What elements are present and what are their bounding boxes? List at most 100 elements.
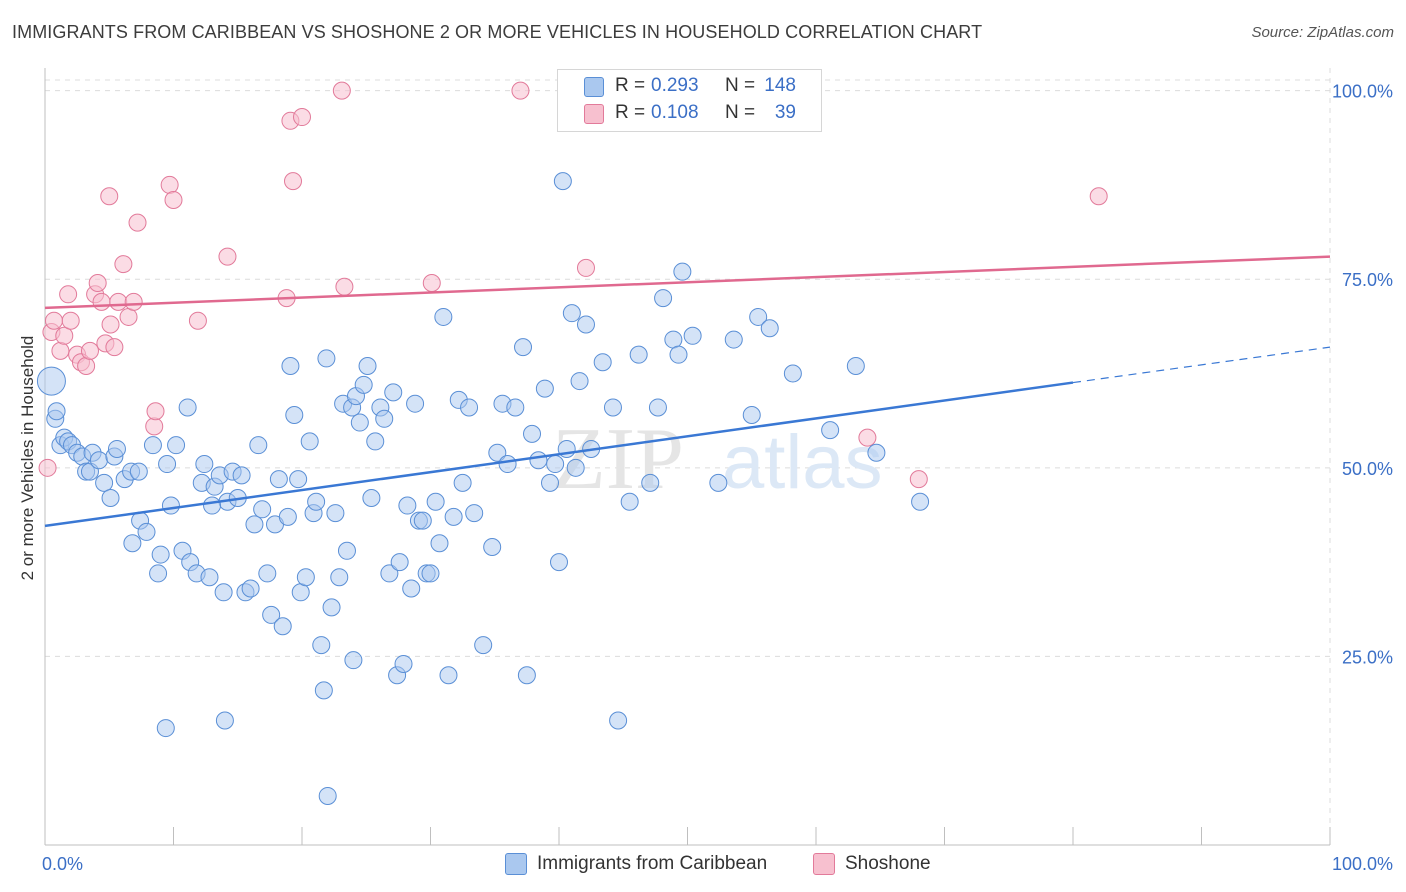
caribbean-point bbox=[129, 462, 148, 481]
caribbean-point bbox=[149, 564, 168, 583]
stats-legend: R = 0.293 N = 148 R = 0.108 N = 39 bbox=[557, 69, 822, 132]
caribbean-point bbox=[488, 443, 507, 462]
caribbean-point bbox=[47, 402, 66, 421]
caribbean-point bbox=[413, 511, 432, 530]
caribbean-point bbox=[609, 711, 628, 730]
caribbean-point bbox=[384, 383, 403, 402]
caribbean-point bbox=[430, 534, 449, 553]
caribbean-point bbox=[514, 338, 533, 357]
caribbean-point bbox=[911, 492, 930, 511]
caribbean-point bbox=[362, 488, 381, 507]
shoshone-point bbox=[59, 285, 78, 304]
caribbean-point bbox=[742, 406, 761, 425]
caribbean-point bbox=[439, 666, 458, 685]
caribbean-point bbox=[846, 356, 865, 375]
caribbean-point bbox=[307, 492, 326, 511]
caribbean-point bbox=[253, 500, 272, 519]
shoshone-point bbox=[88, 273, 107, 292]
shoshone-point bbox=[51, 341, 70, 360]
caribbean-point bbox=[337, 541, 356, 560]
caribbean-point bbox=[402, 579, 421, 598]
watermark-atlas: atlas bbox=[722, 420, 883, 505]
caribbean-point bbox=[358, 356, 377, 375]
caribbean-point bbox=[406, 394, 425, 413]
gridlines bbox=[45, 68, 1331, 845]
caribbean-point bbox=[375, 409, 394, 428]
caribbean-point bbox=[498, 455, 517, 474]
caribbean-point bbox=[101, 488, 120, 507]
watermark-zip: ZIP bbox=[552, 411, 684, 508]
y-tick-label: 50.0% bbox=[1342, 459, 1393, 479]
shoshone-legend-swatch bbox=[813, 853, 835, 875]
caribbean-point bbox=[326, 504, 345, 523]
caribbean-point bbox=[143, 436, 162, 455]
caribbean-point bbox=[366, 432, 385, 451]
caribbean-point bbox=[673, 262, 692, 281]
caribbean-point bbox=[285, 406, 304, 425]
caribbean-point bbox=[318, 786, 337, 805]
caribbean-point bbox=[517, 666, 536, 685]
caribbean-point bbox=[258, 564, 277, 583]
caribbean-point bbox=[506, 398, 525, 417]
caribbean-point bbox=[232, 466, 251, 485]
caribbean-point bbox=[529, 451, 548, 470]
watermark: ZIP atlas bbox=[552, 411, 883, 508]
n-label: N = bbox=[725, 75, 756, 96]
caribbean-point bbox=[483, 538, 502, 557]
shoshone-legend-label: Shoshone bbox=[845, 853, 931, 874]
caribbean-point bbox=[245, 515, 264, 534]
caribbean-point bbox=[312, 636, 331, 655]
shoshone-point bbox=[145, 417, 164, 436]
shoshone-point bbox=[1089, 187, 1108, 206]
caribbean-point bbox=[453, 473, 472, 492]
caribbean-point bbox=[641, 473, 660, 492]
shoshone-point bbox=[92, 292, 111, 311]
shoshone-point bbox=[858, 428, 877, 447]
axes bbox=[44, 68, 1331, 846]
n-value: 148 bbox=[764, 75, 796, 96]
caribbean-trend-extension bbox=[1072, 346, 1331, 384]
y-tick-label: 25.0% bbox=[1342, 647, 1393, 667]
caribbean-point bbox=[317, 349, 336, 368]
caribbean-point bbox=[249, 436, 268, 455]
shoshone-point bbox=[164, 191, 183, 210]
caribbean-point bbox=[664, 330, 683, 349]
caribbean-point bbox=[683, 326, 702, 345]
caribbean-point bbox=[273, 617, 292, 636]
shoshone-point bbox=[55, 326, 74, 345]
shoshone-point bbox=[146, 402, 165, 421]
caribbean-point bbox=[749, 307, 768, 326]
shoshone-point bbox=[909, 470, 928, 489]
caribbean-point bbox=[156, 719, 175, 738]
caribbean-point bbox=[394, 654, 413, 673]
caribbean-point bbox=[576, 315, 595, 334]
shoshone-point bbox=[61, 311, 80, 330]
caribbean-point bbox=[648, 398, 667, 417]
y-axis-label: 2 or more Vehicles in Household bbox=[18, 335, 37, 581]
x-tick-label: 100.0% bbox=[1332, 854, 1393, 874]
shoshone-point bbox=[284, 172, 303, 191]
caribbean-point bbox=[593, 353, 612, 372]
shoshone-point bbox=[128, 213, 147, 232]
shoshone-point bbox=[38, 458, 57, 477]
caribbean-point bbox=[178, 398, 197, 417]
caribbean-point bbox=[322, 598, 341, 617]
shoshone-point bbox=[511, 81, 530, 100]
caribbean-point bbox=[465, 504, 484, 523]
caribbean-point bbox=[161, 496, 180, 515]
caribbean-point bbox=[300, 432, 319, 451]
shoshone-point bbox=[124, 292, 143, 311]
caribbean-point bbox=[550, 553, 568, 572]
caribbean-point bbox=[620, 492, 639, 511]
caribbean-point bbox=[562, 304, 581, 323]
shoshone-point bbox=[218, 247, 237, 266]
caribbean-point bbox=[167, 436, 186, 455]
caribbean-point bbox=[291, 583, 310, 602]
caribbean-point bbox=[724, 330, 743, 349]
shoshone-points bbox=[38, 81, 1108, 489]
caribbean-point bbox=[444, 507, 463, 526]
caribbean-point bbox=[107, 439, 126, 458]
y-tick-label: 100.0% bbox=[1332, 82, 1393, 102]
shoshone-point bbox=[293, 108, 311, 127]
